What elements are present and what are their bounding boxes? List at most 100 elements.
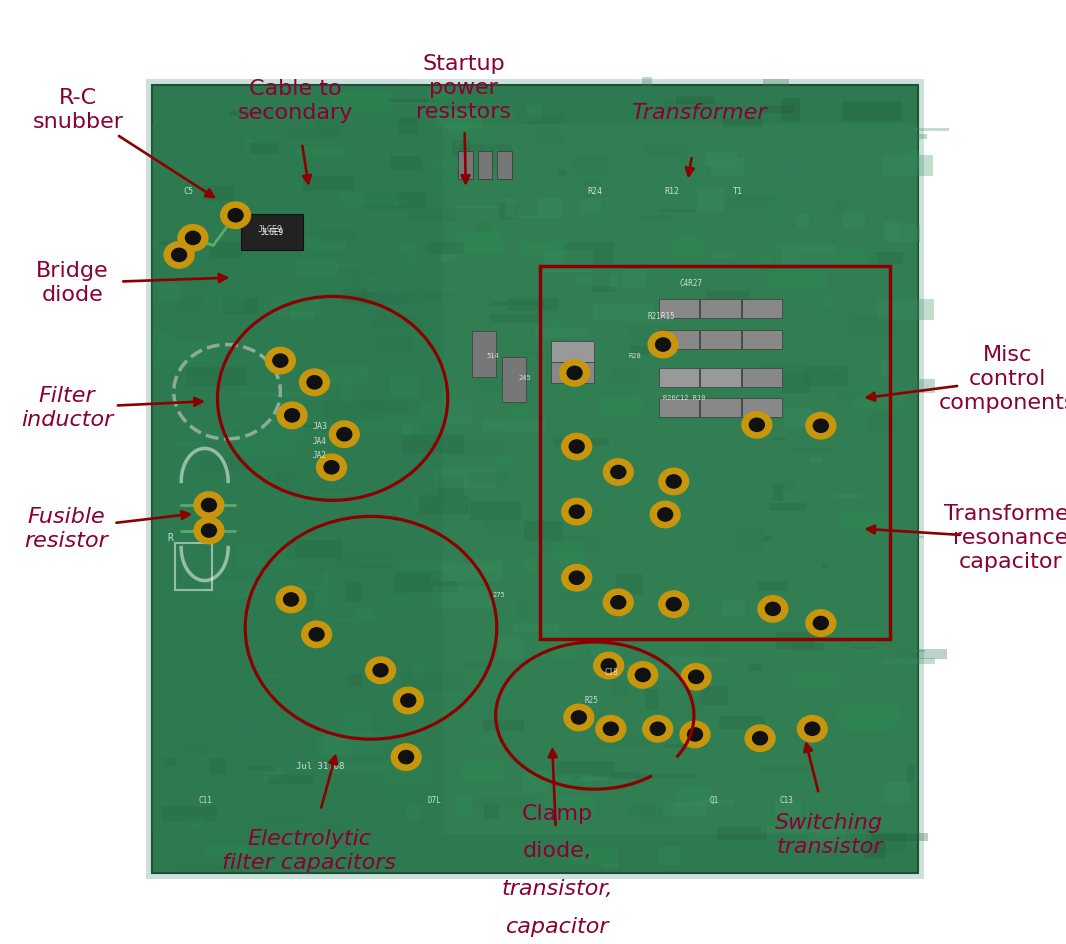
Bar — [742, 368, 782, 387]
Bar — [408, 209, 455, 221]
Bar — [693, 799, 734, 805]
Bar — [575, 624, 619, 645]
Circle shape — [401, 694, 416, 707]
Circle shape — [317, 454, 346, 480]
Bar — [563, 335, 626, 348]
Bar — [846, 720, 895, 731]
Bar — [270, 818, 308, 824]
Bar — [526, 439, 534, 452]
Bar — [717, 827, 766, 840]
Bar — [504, 197, 563, 218]
Bar — [676, 788, 713, 807]
Bar — [443, 125, 918, 834]
Circle shape — [628, 662, 658, 688]
Bar — [338, 550, 393, 570]
Bar — [314, 115, 339, 136]
Bar — [242, 806, 290, 813]
Bar — [897, 649, 947, 659]
Bar — [419, 495, 469, 514]
Circle shape — [201, 524, 216, 537]
Text: Switching
transistor: Switching transistor — [775, 814, 884, 857]
Circle shape — [648, 331, 678, 358]
Bar — [159, 332, 174, 342]
Circle shape — [300, 369, 329, 396]
Text: JA3: JA3 — [312, 422, 327, 431]
Circle shape — [194, 492, 224, 518]
Circle shape — [742, 412, 772, 438]
Bar — [360, 400, 408, 413]
Bar — [490, 301, 546, 306]
Bar — [386, 598, 415, 602]
Bar — [336, 780, 373, 802]
Bar — [177, 865, 241, 872]
Bar — [177, 298, 219, 312]
Bar — [706, 220, 731, 238]
Bar — [763, 442, 793, 445]
Bar — [345, 458, 373, 473]
Bar — [785, 408, 812, 428]
Circle shape — [656, 338, 671, 351]
Bar — [862, 489, 888, 509]
Bar — [461, 762, 504, 781]
Circle shape — [228, 209, 243, 222]
Text: Bridge
diode: Bridge diode — [36, 261, 109, 305]
Bar — [287, 590, 314, 610]
Bar — [484, 805, 499, 818]
Bar — [842, 101, 902, 122]
Bar — [895, 379, 935, 393]
Circle shape — [560, 360, 589, 386]
Bar — [643, 143, 685, 158]
Bar — [287, 540, 341, 559]
Bar — [382, 165, 421, 169]
Bar — [204, 185, 235, 201]
Bar — [819, 577, 849, 598]
Bar — [523, 769, 548, 793]
Bar — [358, 559, 398, 564]
Text: Jul 31,08: Jul 31,08 — [295, 762, 344, 771]
Bar — [711, 159, 744, 176]
Bar — [663, 802, 707, 816]
Bar — [902, 150, 919, 167]
Bar — [464, 661, 491, 668]
Text: C11: C11 — [198, 796, 213, 805]
Circle shape — [399, 750, 414, 764]
Bar — [871, 834, 927, 841]
Bar — [554, 542, 584, 565]
Bar — [659, 368, 699, 387]
Bar — [675, 459, 704, 478]
Bar — [592, 286, 617, 293]
Bar — [742, 330, 782, 349]
Bar — [436, 110, 482, 128]
Circle shape — [201, 498, 216, 512]
Bar — [593, 303, 653, 321]
Text: Cable to
secondary: Cable to secondary — [238, 79, 353, 123]
Bar — [223, 297, 259, 314]
Bar — [491, 173, 505, 178]
Text: C5: C5 — [183, 187, 194, 196]
Bar — [358, 293, 408, 306]
Bar — [388, 99, 439, 102]
Circle shape — [164, 242, 194, 268]
Circle shape — [172, 248, 187, 261]
Circle shape — [666, 598, 681, 611]
Bar — [597, 733, 652, 747]
Bar — [256, 112, 292, 115]
Bar — [175, 442, 204, 447]
Bar — [429, 88, 448, 110]
Bar — [659, 299, 699, 318]
Bar — [634, 773, 696, 778]
Circle shape — [805, 722, 820, 735]
Bar — [356, 609, 372, 619]
Bar — [551, 341, 594, 362]
Bar — [395, 570, 456, 592]
Bar — [538, 633, 570, 651]
Text: Transformer
resonance
capacitor: Transformer resonance capacitor — [943, 504, 1066, 572]
Bar — [697, 188, 724, 211]
Bar — [249, 143, 279, 154]
Bar — [508, 298, 559, 311]
Bar — [268, 775, 312, 784]
Bar — [361, 415, 421, 434]
Bar — [629, 345, 650, 355]
Bar — [276, 473, 293, 481]
Bar — [409, 445, 440, 457]
